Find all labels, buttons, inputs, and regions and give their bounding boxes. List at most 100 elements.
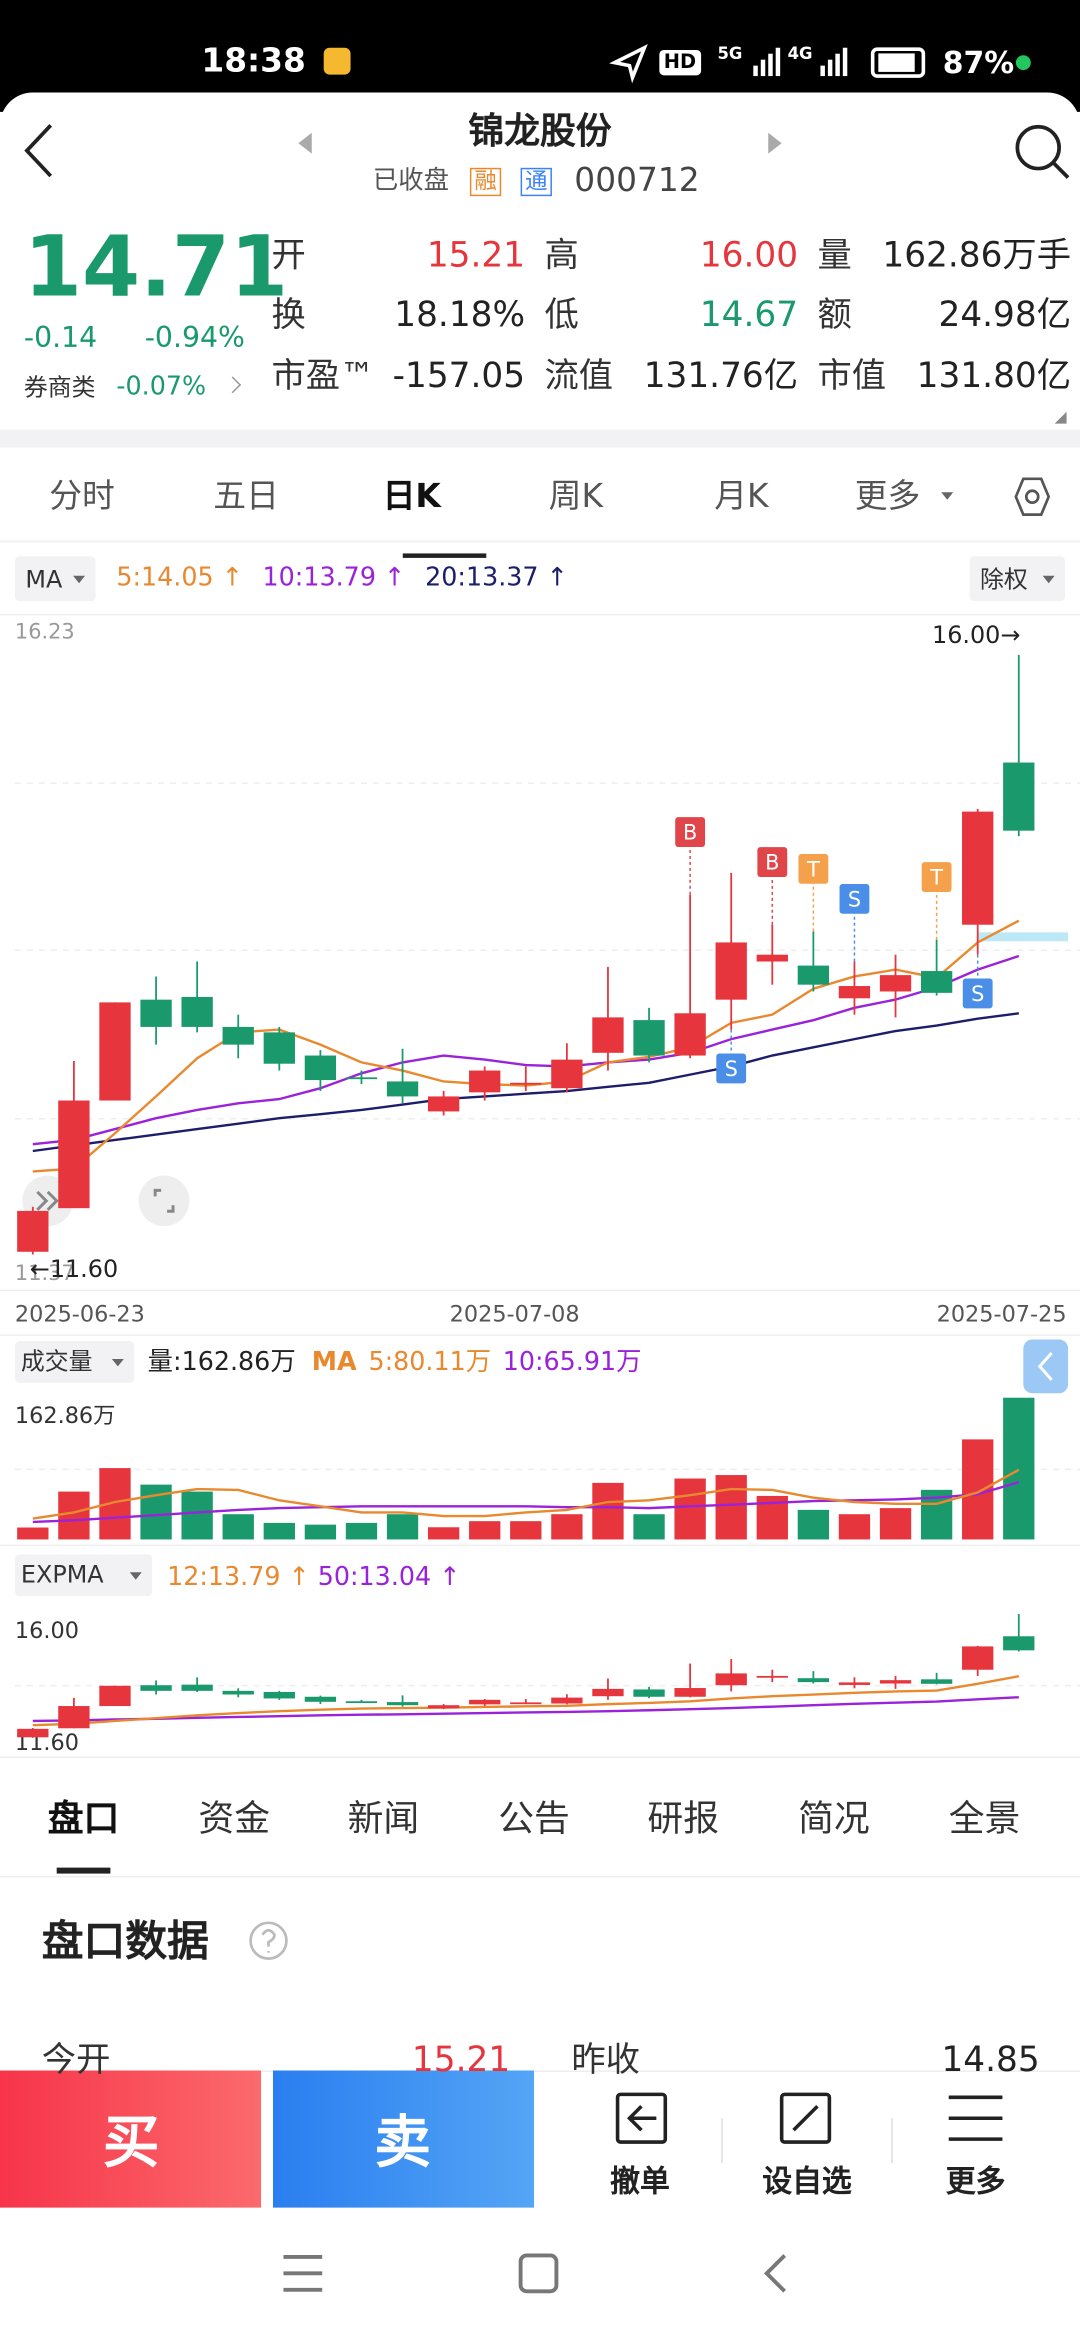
field-value: 131.80亿 [916, 357, 1072, 397]
detail-tab[interactable]: 盘口 [47, 1797, 120, 1840]
action-icons[interactable] [615, 2092, 1003, 2163]
detail-tab[interactable]: 研报 [647, 1797, 720, 1840]
candle-body [345, 1077, 378, 1080]
y-tick-label: 16.00 [15, 1618, 79, 1644]
candle-body [510, 1082, 542, 1085]
volume-bar [17, 1527, 49, 1540]
candle-body [962, 811, 994, 925]
candle-body [962, 1646, 994, 1670]
dropdown-arrow [111, 1358, 124, 1367]
indicator-line [32, 1675, 1020, 1727]
candle-body [427, 1096, 460, 1112]
detail-tab[interactable]: 全景 [948, 1797, 1021, 1840]
volume-bar [345, 1522, 378, 1540]
high-note: 16.00→ [932, 621, 1020, 649]
detail-tab[interactable]: 新闻 [347, 1797, 420, 1840]
volume-bar [1003, 1397, 1035, 1540]
candle-body [1003, 1636, 1035, 1651]
candle-body [797, 965, 830, 985]
search-icon[interactable] [1015, 124, 1061, 171]
network: HD [659, 49, 701, 76]
date-label: 2025-07-25 [937, 1302, 1067, 1328]
clock: 18:38 [201, 43, 306, 81]
signal-badge [798, 853, 829, 884]
badge: 融 [469, 167, 502, 197]
field-label: 低 [544, 296, 579, 335]
network: 5G [717, 44, 743, 64]
dropdown-arrow [1042, 575, 1055, 584]
y-tick-label: 16.23 [15, 619, 75, 643]
candle-body [838, 1682, 871, 1685]
badge: 通 [520, 167, 552, 197]
volume-bar [304, 1524, 337, 1540]
candle-body [838, 986, 871, 999]
detail-tab[interactable]: 简况 [798, 1797, 870, 1840]
signal-badge [921, 862, 952, 892]
tab[interactable]: 五日 [213, 478, 279, 517]
signal-label: T [806, 857, 820, 881]
volume-bar [386, 1514, 419, 1540]
volume-legend: 10:65.91万 [502, 1347, 642, 1378]
tab[interactable]: 周K [548, 478, 603, 517]
field-label: 额 [817, 296, 852, 335]
candle-body [715, 1673, 747, 1686]
y-tick-label: 11.37 [15, 1261, 75, 1285]
field-label: 高 [544, 236, 579, 276]
dropdown-arrow [129, 1572, 142, 1580]
dropdown-arrow [941, 492, 954, 500]
row-label: 今开 [41, 2041, 111, 2081]
indicator: 成交量 [20, 1347, 93, 1376]
volume-bar [838, 1514, 871, 1540]
field-label: 换 [271, 296, 306, 335]
detail-tab[interactable]: 公告 [498, 1797, 570, 1840]
tab[interactable]: 日K [382, 478, 441, 517]
candle-body [427, 1705, 460, 1709]
indicator-line [32, 919, 1020, 1173]
nav-bar [0, 2207, 1080, 2340]
candle-body [633, 1020, 665, 1056]
candle-body [756, 1675, 788, 1678]
tab[interactable]: 分时 [49, 478, 115, 517]
volume-legend: 5:80.11万 [368, 1347, 492, 1378]
ma-legend: 10:13.79 ↑ [262, 563, 406, 593]
sector-pct: -0.07% [116, 372, 207, 403]
tab-underline [402, 553, 487, 558]
candle-body [386, 1702, 419, 1706]
candle-body [181, 996, 213, 1027]
signal-badge [839, 883, 870, 914]
field-value: 14.67 [699, 296, 799, 335]
candle-body [140, 1685, 172, 1691]
expma-legend: 50:13.04 ↑ [317, 1562, 461, 1593]
buy-button[interactable] [0, 2070, 262, 2208]
tab[interactable]: 月K [714, 478, 769, 517]
sell-button[interactable] [272, 2070, 535, 2208]
field-value: 24.98亿 [938, 296, 1072, 335]
candle-body [674, 1013, 706, 1056]
field-value: 15.21 [426, 236, 526, 276]
action-label[interactable]: 设自选 [762, 2162, 852, 2199]
indicator-box [14, 1554, 153, 1597]
candle-body [222, 1026, 254, 1045]
volume-legend: 量:162.86万 [147, 1347, 296, 1378]
candle-body [222, 1690, 254, 1695]
signal-label: T [929, 866, 943, 890]
field-label: 市盈™ [271, 357, 375, 397]
action-label[interactable]: 更多 [945, 2162, 1006, 2199]
indicator-line [32, 1696, 1019, 1723]
detail-tab[interactable]: 资金 [198, 1797, 270, 1840]
action-label[interactable]: 撤单 [610, 2162, 670, 2199]
volume-bar [427, 1527, 460, 1540]
ma-legend: 5:14.05 ↑ [116, 563, 243, 593]
back-icon[interactable] [24, 124, 53, 178]
volume-bar [962, 1439, 994, 1540]
candle-body [140, 999, 172, 1027]
tab[interactable]: 更多 [854, 478, 921, 517]
field-value: 131.76亿 [643, 357, 799, 397]
header [0, 92, 1080, 212]
system-nav[interactable] [283, 2253, 787, 2294]
row-label: 昨收 [571, 2041, 640, 2081]
candle-body [879, 975, 912, 992]
signal-badge [757, 847, 788, 877]
